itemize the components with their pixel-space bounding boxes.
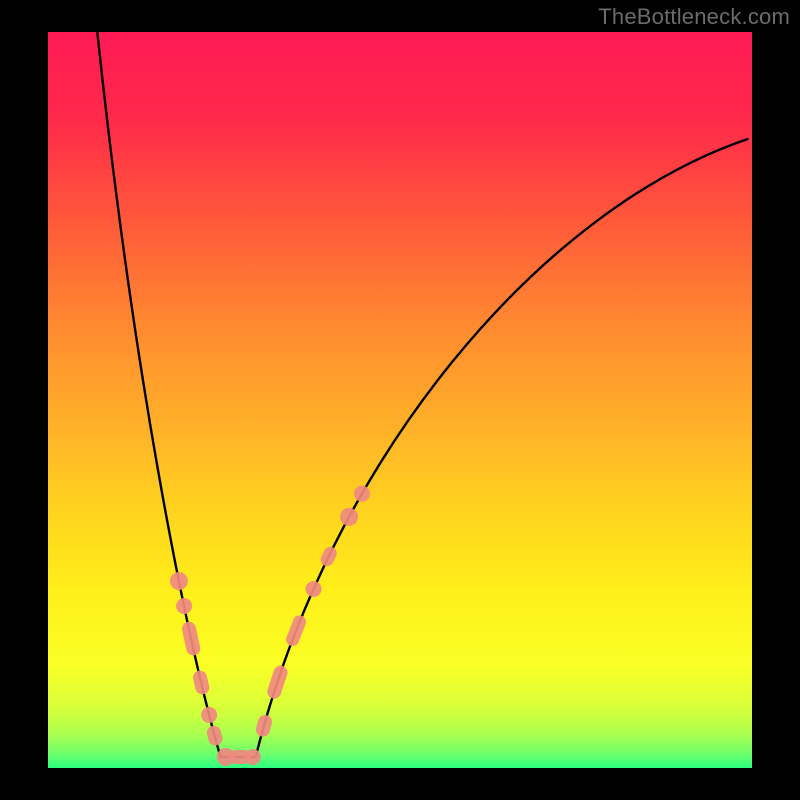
marker-dot [176,598,192,614]
chart-stage: TheBottleneck.com [0,0,800,800]
watermark-label: TheBottleneck.com [598,4,790,30]
marker-dot [340,508,358,526]
marker-dot [306,581,322,597]
marker-dot [354,486,370,502]
marker-dot [170,572,188,590]
bottleneck-chart [0,0,800,800]
marker-dot [201,707,217,723]
marker-dot [245,749,261,765]
gradient-background [48,32,752,768]
